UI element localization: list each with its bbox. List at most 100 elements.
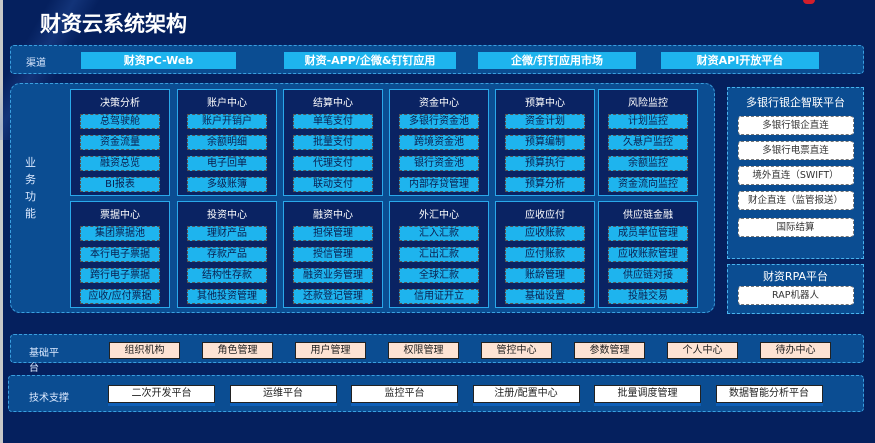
tech-item[interactable]: 批量调度管理	[594, 385, 701, 403]
module-item[interactable]: 单笔支付	[293, 114, 373, 129]
business-band: 业务功能 决策分析总驾驶舱资金流量融资总览 BI报表 账户中心账户开销户余额明细电子…	[10, 83, 715, 313]
channels-band: 渠道 财资PC-Web 财资-APP/企微&钉钉应用 企微/钉钉应用市场 财资A…	[10, 45, 864, 74]
base-platform-band: 基础平台 组织机构 角色管理 用户管理 权限管理 管控中心 参数管理 个人中心 待办中心	[10, 334, 864, 374]
module-item[interactable]: 预算编制	[505, 135, 585, 150]
module-item[interactable]: 供应链对接	[608, 268, 688, 283]
module-8: 融资中心担保管理授信管理融资业务管理 还款登记管理	[283, 201, 383, 308]
module-item[interactable]: 计划监控	[608, 114, 688, 129]
channel-api[interactable]: 财资API开放平台	[661, 52, 819, 69]
bank-item[interactable]: 境外直连（SWIFT）	[737, 166, 854, 185]
channel-app[interactable]: 财资-APP/企微&钉钉应用	[284, 52, 456, 69]
rpa-robot-item[interactable]: RAP机器人	[737, 286, 854, 305]
channels-label: 渠道	[26, 58, 46, 69]
base-item[interactable]: 待办中心	[760, 342, 831, 359]
module-item[interactable]: 应收账款	[505, 226, 585, 241]
module-item[interactable]: 授信管理	[293, 247, 373, 262]
module-item[interactable]: 总驾驶舱	[80, 114, 160, 129]
module-9: 外汇中心 汇入汇款 汇出汇款 全球汇款 信用证开立	[389, 201, 489, 308]
module-item[interactable]: 电子回单	[187, 156, 267, 171]
bank-item[interactable]: 多银行银企直连	[737, 116, 854, 135]
base-item[interactable]: 用户管理	[295, 342, 366, 359]
module-title: 风险监控	[628, 98, 668, 109]
module-item[interactable]: 余额明细	[187, 135, 267, 150]
module-item[interactable]: 账龄管理	[505, 268, 585, 283]
module-item[interactable]: 应收账款管理	[608, 247, 688, 262]
bank-item[interactable]: 财企直连（监管报送）	[737, 191, 854, 210]
business-label: 业务功能	[25, 156, 36, 220]
module-item[interactable]: 账户开销户	[187, 114, 267, 129]
module-item[interactable]: 联动支付	[293, 177, 373, 192]
bank-platform-panel: 多银行银企智联平台 多银行银企直连 多银行电票直连 境外直连（SWIFT） 财企…	[727, 87, 864, 259]
module-item[interactable]: BI报表	[80, 177, 160, 192]
module-item[interactable]: 汇入汇款	[399, 226, 479, 241]
module-item[interactable]: 融资总览	[80, 156, 160, 171]
module-item[interactable]: 基础设置	[505, 289, 585, 304]
base-item[interactable]: 角色管理	[202, 342, 273, 359]
tech-support-label: 技术支撑	[29, 393, 69, 404]
module-6: 票据中心 集团票据池 本行电子票据 跨行电子票据 应收/应付票据	[70, 201, 170, 308]
module-item[interactable]: 存款产品	[187, 247, 267, 262]
page-title: 财资云系统架构	[40, 12, 187, 36]
module-item[interactable]: 汇出汇款	[399, 247, 479, 262]
module-item[interactable]: 还款登记管理	[293, 289, 373, 304]
module-item[interactable]: 跨境资金池	[399, 135, 479, 150]
module-4: 预算中心 资金计划 预算编制 预算执行 预算分析	[495, 89, 595, 196]
module-title: 应收应付	[525, 210, 565, 221]
module-1: 账户中心账户开销户余额明细电子回单多级账簿	[177, 89, 277, 196]
tech-support-band: 技术支撑 二次开发平台 运维平台 监控平台 注册/配置中心 批量调度管理 数据智能分析平台	[8, 375, 864, 412]
module-0: 决策分析总驾驶舱资金流量融资总览 BI报表	[70, 89, 170, 196]
channel-market[interactable]: 企微/钉钉应用市场	[478, 52, 636, 69]
module-item[interactable]: 跨行电子票据	[80, 268, 160, 283]
module-item[interactable]: 内部存贷管理	[399, 177, 479, 192]
bank-platform-title: 多银行银企智联平台	[746, 96, 845, 109]
module-item[interactable]: 成员单位管理	[608, 226, 688, 241]
channel-pc-web[interactable]: 财资PC-Web	[81, 52, 236, 69]
module-item[interactable]: 银行资金池	[399, 156, 479, 171]
base-item[interactable]: 组织机构	[109, 342, 180, 359]
module-11: 供应链金融成员单位管理 应收账款管理 供应链对接投融交易	[598, 201, 698, 308]
module-item[interactable]: 本行电子票据	[80, 247, 160, 262]
module-item[interactable]: 预算执行	[505, 156, 585, 171]
module-10: 应收应付应收账款应付账款账龄管理基础设置	[495, 201, 595, 308]
module-item[interactable]: 资金计划	[505, 114, 585, 129]
module-item[interactable]: 融资业务管理	[293, 268, 373, 283]
module-title: 供应链金融	[623, 210, 673, 221]
module-item[interactable]: 结构性存款	[187, 268, 267, 283]
module-item[interactable]: 多级账簿	[187, 177, 267, 192]
module-title: 融资中心	[313, 210, 353, 221]
tech-item[interactable]: 监控平台	[351, 385, 458, 403]
rpa-platform-panel: 财资RPA平台 RAP机器人	[727, 264, 864, 314]
module-item[interactable]: 其他投资管理	[187, 289, 267, 304]
module-item[interactable]: 信用证开立	[399, 289, 479, 304]
module-item[interactable]: 久悬户监控	[608, 135, 688, 150]
module-item[interactable]: 余额监控	[608, 156, 688, 171]
module-item[interactable]: 投融交易	[608, 289, 688, 304]
module-item[interactable]: 应付账款	[505, 247, 585, 262]
base-item[interactable]: 参数管理	[574, 342, 645, 359]
tech-item[interactable]: 注册/配置中心	[472, 385, 580, 403]
base-item[interactable]: 管控中心	[481, 342, 552, 359]
module-item[interactable]: 批量支付	[293, 135, 373, 150]
module-item[interactable]: 全球汇款	[399, 268, 479, 283]
tech-item[interactable]: 数据智能分析平台	[715, 385, 823, 403]
module-3: 资金中心 多银行资金池 跨境资金池 银行资金池 内部存贷管理	[389, 89, 489, 196]
module-item[interactable]: 集团票据池	[80, 226, 160, 241]
module-item[interactable]: 预算分析	[505, 177, 585, 192]
module-title: 结算中心	[313, 98, 353, 109]
base-platform-label: 基础平台	[29, 348, 59, 374]
module-item[interactable]: 应收/应付票据	[80, 289, 160, 304]
base-item[interactable]: 个人中心	[667, 342, 738, 359]
bank-item[interactable]: 多银行电票直连	[737, 141, 854, 160]
module-item[interactable]: 资金流量	[80, 135, 160, 150]
module-item[interactable]: 理财产品	[187, 226, 267, 241]
bank-item[interactable]: 国际结算	[737, 218, 854, 237]
module-item[interactable]: 多银行资金池	[399, 114, 479, 129]
tech-item[interactable]: 二次开发平台	[108, 385, 215, 403]
module-item[interactable]: 资金流向监控	[608, 177, 688, 192]
module-title: 决策分析	[100, 98, 140, 109]
module-item[interactable]: 代理支付	[293, 156, 373, 171]
module-title: 账户中心	[207, 98, 247, 109]
tech-item[interactable]: 运维平台	[229, 385, 337, 403]
module-item[interactable]: 担保管理	[293, 226, 373, 241]
base-item[interactable]: 权限管理	[388, 342, 459, 359]
